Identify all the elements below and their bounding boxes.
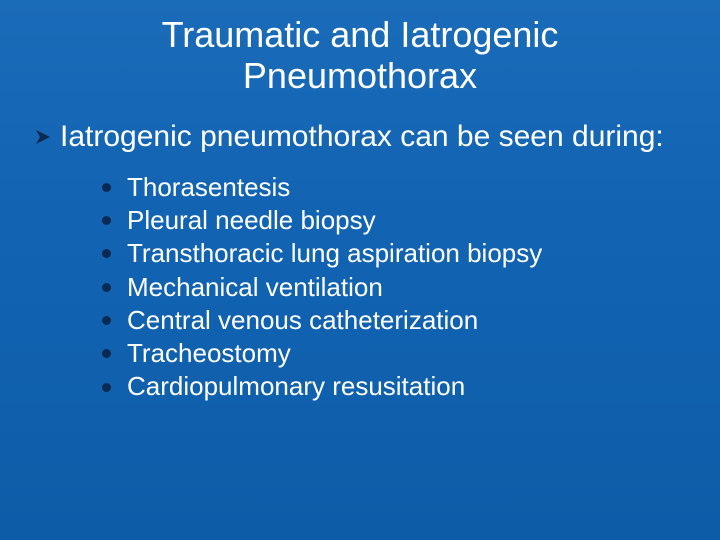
list-item-text: Pleural needle biopsy	[127, 204, 692, 237]
bullet-dot-icon	[102, 383, 111, 392]
list-item-text: Transthoracic lung aspiration biopsy	[127, 237, 692, 270]
bullet-dot-icon	[102, 183, 111, 192]
list-item: Transthoracic lung aspiration biopsy	[102, 237, 692, 270]
list-item: Thorasentesis	[102, 171, 692, 204]
bullet-dot-icon	[102, 349, 111, 358]
list-item: Pleural needle biopsy	[102, 204, 692, 237]
bullet-dot-icon	[102, 283, 111, 292]
sub-bullet-list: Thorasentesis Pleural needle biopsy Tran…	[102, 171, 692, 404]
list-item-text: Mechanical ventilation	[127, 271, 692, 304]
list-item: Mechanical ventilation	[102, 271, 692, 304]
bullet-level1: Iatrogenic pneumothorax can be seen duri…	[34, 119, 692, 155]
arrow-icon	[34, 128, 56, 146]
bullet-dot-icon	[102, 316, 111, 325]
list-item-text: Thorasentesis	[127, 171, 692, 204]
list-item-text: Tracheostomy	[127, 337, 692, 370]
slide: Traumatic and Iatrogenic Pneumothorax Ia…	[0, 0, 720, 540]
title-line-1: Traumatic and Iatrogenic	[162, 14, 559, 55]
slide-title: Traumatic and Iatrogenic Pneumothorax	[28, 14, 692, 97]
title-line-2: Pneumothorax	[243, 55, 477, 96]
list-item: Central venous catheterization	[102, 304, 692, 337]
bullet-dot-icon	[102, 249, 111, 258]
list-item: Cardiopulmonary resusitation	[102, 370, 692, 403]
bullet-dot-icon	[102, 216, 111, 225]
list-item-text: Central venous catheterization	[127, 304, 692, 337]
level1-text: Iatrogenic pneumothorax can be seen duri…	[60, 119, 692, 155]
list-item-text: Cardiopulmonary resusitation	[127, 370, 692, 403]
list-item: Tracheostomy	[102, 337, 692, 370]
